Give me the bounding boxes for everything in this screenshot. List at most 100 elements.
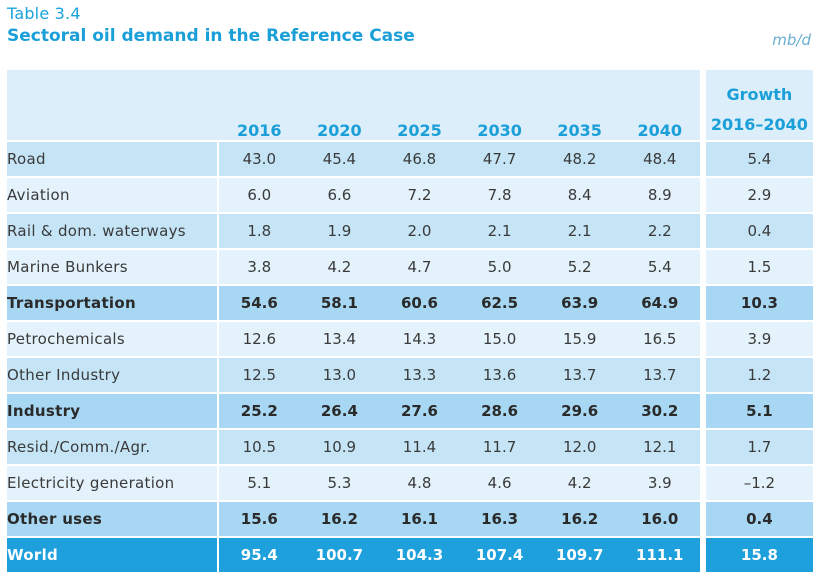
row-label: Road bbox=[7, 140, 220, 176]
growth-cell: 15.8 bbox=[705, 536, 813, 572]
row-label: Aviation bbox=[7, 176, 220, 212]
value-cell: 13.7 bbox=[619, 356, 700, 392]
value-cell: 12.1 bbox=[619, 428, 700, 464]
table-row: Resid./Comm./Agr. 10.5 10.9 11.4 11.7 12.0 12.… bbox=[7, 428, 813, 464]
growth-cell: 0.4 bbox=[705, 500, 813, 536]
value-cell: 16.1 bbox=[379, 500, 460, 536]
value-cell: 1.9 bbox=[299, 212, 380, 248]
table-title: Sectoral oil demand in the Reference Cas… bbox=[7, 26, 415, 46]
column-gap bbox=[699, 356, 706, 392]
row-label: Resid./Comm./Agr. bbox=[7, 428, 220, 464]
header-blank-cell bbox=[7, 70, 220, 140]
value-cell: 16.2 bbox=[299, 500, 380, 536]
table-row: Rail & dom. waterways 1.8 1.9 2.0 2.1 2.1 2.2 0… bbox=[7, 212, 813, 248]
value-cell: 13.0 bbox=[299, 356, 380, 392]
table-row: Electricity generation 5.1 5.3 4.8 4.6 4.2 3.9… bbox=[7, 464, 813, 500]
table-row: Other uses 15.6 16.2 16.1 16.3 16.2 16.0 0.4 bbox=[7, 500, 813, 536]
value-cell: 111.1 bbox=[619, 536, 700, 572]
column-gap bbox=[699, 176, 706, 212]
value-cell: 14.3 bbox=[379, 320, 460, 356]
column-gap bbox=[699, 464, 706, 500]
value-cell: 46.8 bbox=[379, 140, 460, 176]
value-cell: 95.4 bbox=[219, 536, 300, 572]
value-cell: 12.5 bbox=[219, 356, 300, 392]
value-cell: 12.6 bbox=[219, 320, 300, 356]
row-label: Electricity generation bbox=[7, 464, 220, 500]
column-gap bbox=[699, 212, 706, 248]
value-cell: 13.6 bbox=[459, 356, 540, 392]
value-cell: 58.1 bbox=[299, 284, 380, 320]
growth-cell: 0.4 bbox=[705, 212, 813, 248]
value-cell: 7.8 bbox=[459, 176, 540, 212]
value-cell: 15.6 bbox=[219, 500, 300, 536]
growth-cell: 5.1 bbox=[705, 392, 813, 428]
value-cell: 104.3 bbox=[379, 536, 460, 572]
table-body: Road 43.0 45.4 46.8 47.7 48.2 48.4 5.4 Aviation 6… bbox=[7, 140, 813, 572]
value-cell: 64.9 bbox=[619, 284, 700, 320]
table-row: Transportation 54.6 58.1 60.6 62.5 63.9 64.9 10… bbox=[7, 284, 813, 320]
row-label: Transportation bbox=[7, 284, 220, 320]
value-cell: 2.1 bbox=[459, 212, 540, 248]
value-cell: 2.1 bbox=[539, 212, 620, 248]
value-cell: 16.3 bbox=[459, 500, 540, 536]
value-cell: 11.4 bbox=[379, 428, 460, 464]
header-year: 2020 bbox=[299, 70, 380, 140]
value-cell: 26.4 bbox=[299, 392, 380, 428]
table-caption: Table 3.4 Sectoral oil demand in the Ref… bbox=[7, 4, 415, 47]
row-label: Petrochemicals bbox=[7, 320, 220, 356]
value-cell: 12.0 bbox=[539, 428, 620, 464]
value-cell: 11.7 bbox=[459, 428, 540, 464]
value-cell: 6.0 bbox=[219, 176, 300, 212]
header-year: 2025 bbox=[379, 70, 460, 140]
row-label: Industry bbox=[7, 392, 220, 428]
row-label: Other Industry bbox=[7, 356, 220, 392]
value-cell: 4.8 bbox=[379, 464, 460, 500]
row-label: Other uses bbox=[7, 500, 220, 536]
row-label: World bbox=[7, 536, 220, 572]
unit-label: mb/d bbox=[772, 31, 811, 49]
value-cell: 10.5 bbox=[219, 428, 300, 464]
value-cell: 13.7 bbox=[539, 356, 620, 392]
value-cell: 16.2 bbox=[539, 500, 620, 536]
value-cell: 48.2 bbox=[539, 140, 620, 176]
growth-cell: 1.7 bbox=[705, 428, 813, 464]
value-cell: 3.8 bbox=[219, 248, 300, 284]
value-cell: 62.5 bbox=[459, 284, 540, 320]
value-cell: 4.2 bbox=[539, 464, 620, 500]
value-cell: 13.3 bbox=[379, 356, 460, 392]
column-gap bbox=[699, 392, 706, 428]
growth-cell: 1.5 bbox=[705, 248, 813, 284]
table-row: Petrochemicals 12.6 13.4 14.3 15.0 15.9 16.5 3.… bbox=[7, 320, 813, 356]
oil-demand-table: 2016 2020 2025 2030 2035 2040 Growth 201… bbox=[7, 70, 813, 572]
growth-cell: 10.3 bbox=[705, 284, 813, 320]
value-cell: 54.6 bbox=[219, 284, 300, 320]
growth-title: Growth bbox=[726, 85, 793, 104]
value-cell: 27.6 bbox=[379, 392, 460, 428]
growth-period: 2016–2040 bbox=[710, 115, 808, 134]
growth-cell: 3.9 bbox=[705, 320, 813, 356]
value-cell: 107.4 bbox=[459, 536, 540, 572]
column-gap bbox=[699, 248, 706, 284]
value-cell: 5.3 bbox=[299, 464, 380, 500]
column-gap bbox=[699, 500, 706, 536]
table-row: World 95.4 100.7 104.3 107.4 109.7 111.1 15.8 bbox=[7, 536, 813, 572]
value-cell: 4.2 bbox=[299, 248, 380, 284]
value-cell: 8.4 bbox=[539, 176, 620, 212]
value-cell: 4.6 bbox=[459, 464, 540, 500]
column-gap bbox=[699, 284, 706, 320]
header-year: 2040 bbox=[619, 70, 700, 140]
table-row: Aviation 6.0 6.6 7.2 7.8 8.4 8.9 2.9 bbox=[7, 176, 813, 212]
table-row: Road 43.0 45.4 46.8 47.7 48.2 48.4 5.4 bbox=[7, 140, 813, 176]
table-row: Marine Bunkers 3.8 4.2 4.7 5.0 5.2 5.4 1.5 bbox=[7, 248, 813, 284]
value-cell: 47.7 bbox=[459, 140, 540, 176]
column-gap bbox=[699, 320, 706, 356]
value-cell: 10.9 bbox=[299, 428, 380, 464]
value-cell: 25.2 bbox=[219, 392, 300, 428]
column-gap bbox=[699, 140, 706, 176]
value-cell: 15.9 bbox=[539, 320, 620, 356]
value-cell: 16.5 bbox=[619, 320, 700, 356]
growth-cell: 1.2 bbox=[705, 356, 813, 392]
column-gap bbox=[699, 70, 706, 140]
value-cell: 4.7 bbox=[379, 248, 460, 284]
value-cell: 45.4 bbox=[299, 140, 380, 176]
